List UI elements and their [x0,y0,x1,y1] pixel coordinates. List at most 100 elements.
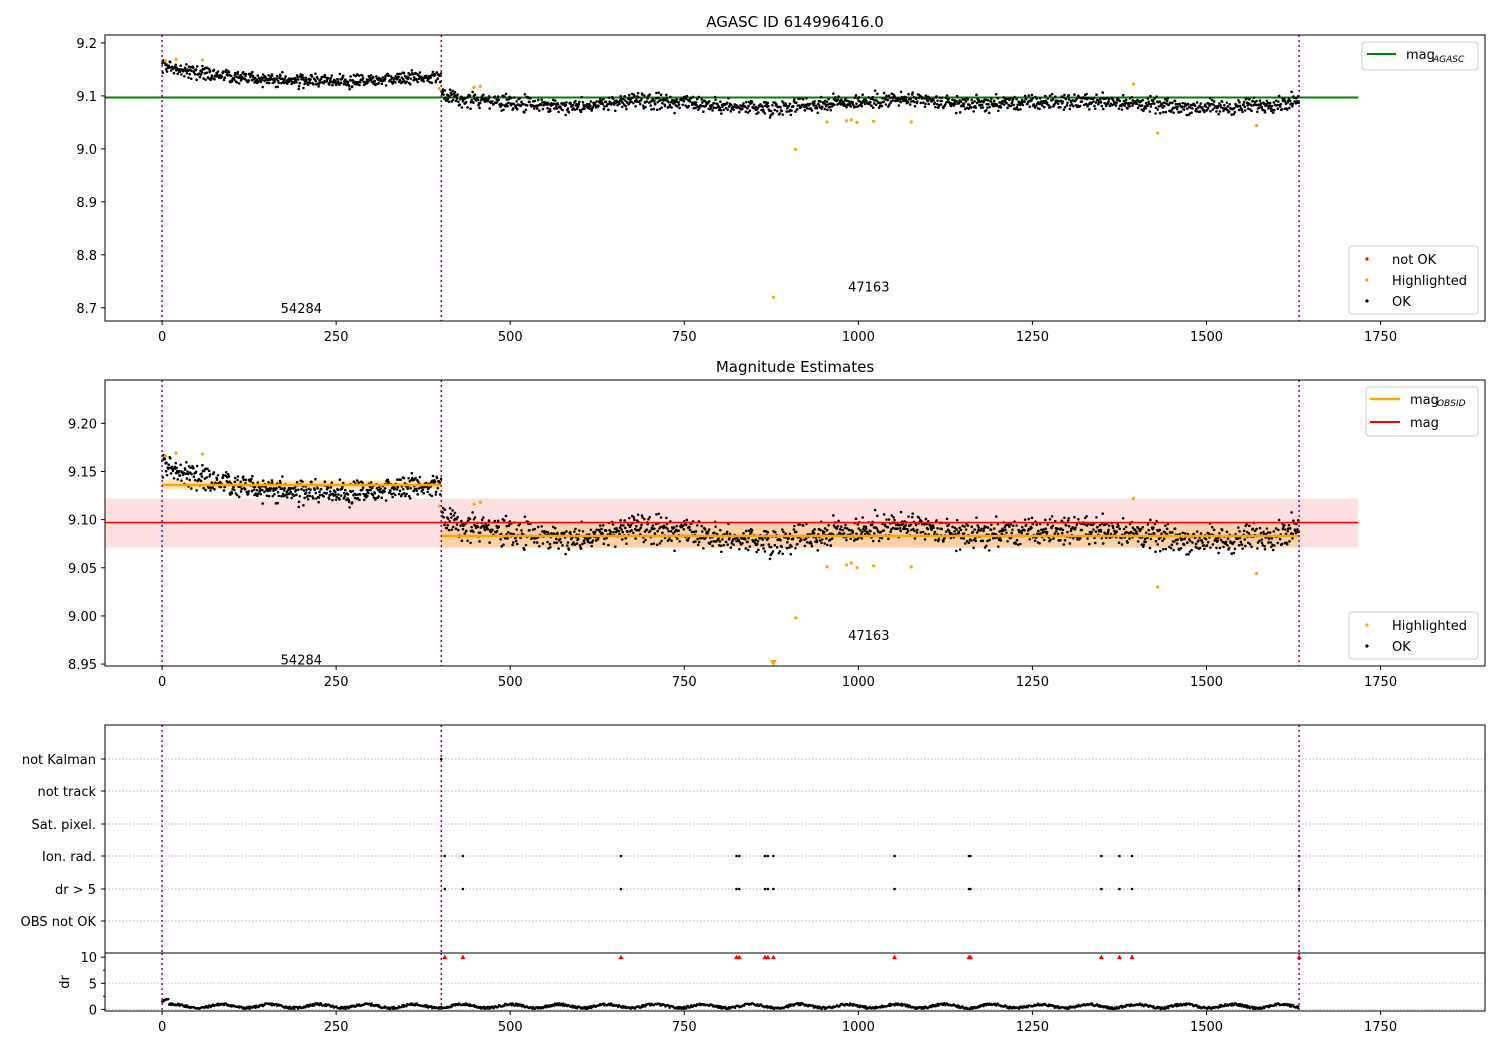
ok-point [1251,527,1255,531]
ok-point [773,543,777,547]
ok-point [820,541,823,545]
ok-point [1216,536,1220,540]
ok-point [785,546,789,550]
ok-point [523,548,526,551]
ok-point [640,97,643,101]
ok-point [851,530,855,533]
flag-point [969,854,972,858]
ok-point [296,75,299,79]
ok-point [1210,98,1214,102]
ok-point [1237,108,1241,112]
ok-point [871,106,875,109]
ok-point [1016,103,1019,107]
ok-point [1023,518,1027,521]
ok-point [322,81,326,85]
ok-point [854,517,858,521]
ok-point [641,104,645,108]
ok-point [399,478,403,481]
ok-point [504,537,507,540]
ok-point [528,529,531,532]
ok-point [1246,541,1250,545]
ok-point [789,552,793,556]
ok-point [1195,110,1199,113]
ok-point [1086,104,1089,108]
ok-point [309,488,312,491]
highlighted-point [825,120,829,124]
ok-point [1162,105,1166,108]
ok-point [881,97,884,100]
ok-point [295,80,298,84]
ok-point [1216,104,1220,108]
ok-point [721,538,724,541]
ok-point [642,540,646,544]
ok-point [452,514,456,517]
ok-point [183,74,186,78]
dr-point [313,1004,316,1007]
ok-point [1233,547,1237,551]
flag-point [735,854,738,858]
ok-point [256,481,260,484]
y-tick-label: 9.1 [76,90,97,105]
ok-point [565,530,568,533]
ok-point [192,66,195,69]
ok-point [635,100,639,104]
ok-point [310,75,314,78]
ok-point [279,74,282,78]
x-tick-label: 1500 [1190,675,1223,690]
ok-point [402,71,406,75]
ok-point [395,488,399,491]
ok-point [519,104,523,108]
ok-point [624,526,627,530]
ok-point [888,96,892,100]
ok-point [1067,516,1070,520]
ok-point [635,524,638,528]
ok-point [312,497,315,500]
ok-point [1068,542,1072,545]
axes-frame [104,379,1486,667]
ok-point [923,97,926,100]
ok-point [236,72,239,76]
ok-point [317,496,321,499]
ok-point [415,489,418,493]
ok-point [561,108,564,112]
ok-point [502,543,505,547]
ok-point [496,95,500,98]
ok-point [635,528,639,532]
ok-point [726,108,729,111]
ok-point [1186,541,1189,545]
ok-point [722,108,726,112]
ok-point [567,111,571,114]
ok-point [384,84,388,87]
ok-point [899,100,902,104]
ok-point [555,107,559,110]
ok-point [808,102,812,106]
ok-point [833,103,836,107]
legend-marker [1365,623,1369,627]
ok-point [1034,104,1038,108]
ok-point [1215,110,1218,113]
ok-point [1193,104,1197,108]
ok-point [1062,543,1066,546]
ok-point [1186,102,1190,106]
ok-point [1144,106,1148,110]
ok-point [1050,92,1054,96]
ok-point [350,85,354,88]
ok-point [478,540,481,543]
ok-point [911,527,915,531]
ok-point [170,465,174,469]
ok-point [835,527,839,530]
ok-point [1277,518,1281,522]
ok-point [1143,537,1147,541]
ok-point [863,529,866,532]
ok-point [185,477,189,480]
ok-point [1216,539,1219,543]
ok-point [1258,539,1261,543]
ok-point [773,108,777,112]
ok-point [271,494,275,498]
ok-point [297,87,301,91]
ok-point [648,100,652,104]
ok-point [471,511,474,514]
ok-point [913,537,917,540]
ok-point [457,100,460,103]
